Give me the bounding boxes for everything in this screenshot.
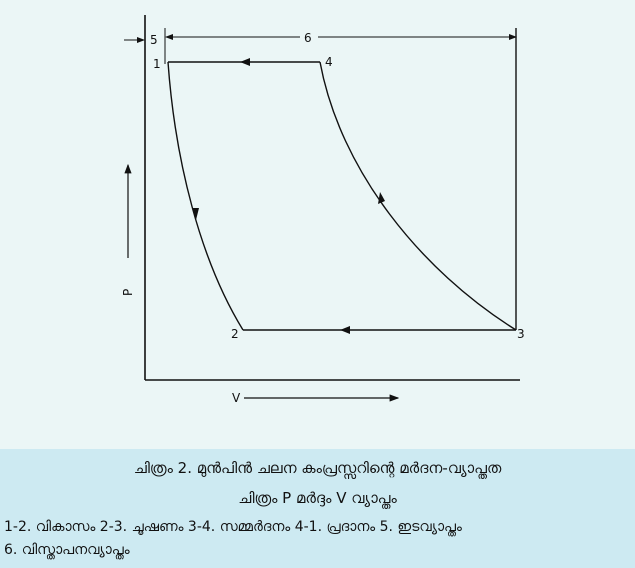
expansion-curve [167, 61, 244, 331]
caption-subtitle: ചിത്രം P മർദ്ദം V വ്യാപ്തം [238, 489, 397, 507]
suction-arrow [340, 326, 350, 334]
caption-legend-line-2: 6. വിസ്താപനവ്യാപ്തം [4, 542, 130, 558]
caption-legend-line-1: 1-2. വികാസം 2-3. ചൂഷണം 3-4. സമ്മർദനം 4-1… [4, 519, 462, 535]
pv-diagram: P V 5 6 1 4 2 3 [121, 15, 525, 405]
point-1-label: 1 [153, 57, 161, 71]
point-4-label: 4 [325, 55, 333, 69]
point-2-label: 2 [231, 327, 239, 341]
clearance-volume-label: 5 [150, 33, 158, 47]
caption-panel: ചിത്രം 2. മുൻപിൻ ചലന കംപ്രസ്സറിന്റെ മർദന… [0, 449, 635, 568]
expansion-arrow [192, 208, 199, 220]
swept-volume-label: 6 [304, 31, 312, 45]
delivery-arrow [240, 58, 250, 66]
pressure-label: P [121, 289, 135, 296]
caption-title: ചിത്രം 2. മുൻപിൻ ചലന കംപ്രസ്സറിന്റെ മർദന… [133, 459, 502, 477]
compression-curve [319, 61, 517, 331]
volume-label: V [232, 391, 241, 405]
point-3-label: 3 [517, 327, 525, 341]
compression-arrow [378, 192, 385, 204]
